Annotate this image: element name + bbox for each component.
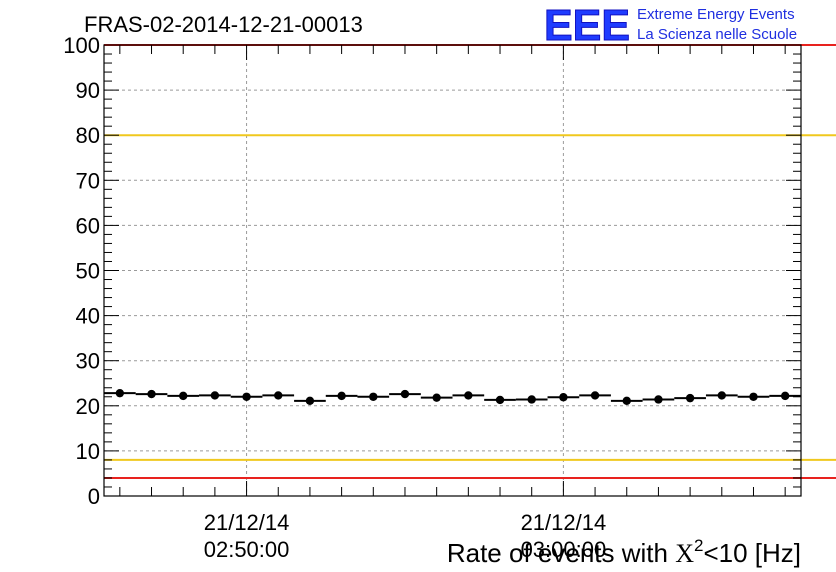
y-tick-label: 40 (76, 304, 100, 329)
data-point (527, 395, 536, 404)
data-point (495, 395, 505, 405)
y-tick-labels: 0 10 20 30 40 50 60 70 80 90 100 (63, 33, 100, 509)
data-point (179, 391, 188, 401)
data-point (115, 388, 125, 398)
data-point (369, 392, 378, 401)
x-tick-date: 21/12/14 (204, 510, 290, 535)
axis-ticks (104, 44, 801, 497)
data-point (780, 391, 790, 401)
y-tick-label: 60 (76, 213, 100, 238)
y-tick-label: 70 (76, 168, 100, 193)
x-tick-time: 02:50:00 (204, 537, 290, 562)
data-point (749, 392, 758, 401)
data-point (432, 393, 441, 402)
data-point (717, 391, 726, 400)
logo-line-1: Extreme Energy Events (637, 6, 795, 23)
data-point (337, 391, 346, 401)
data-point (622, 396, 631, 406)
data-point (242, 392, 251, 401)
x-axis-label: Rate of events with X2<10 [Hz] (447, 536, 801, 568)
y-tick-label: 90 (76, 78, 100, 103)
data-point (685, 393, 695, 403)
y-tick-label: 100 (63, 33, 100, 58)
y-tick-label: 50 (76, 259, 100, 284)
eee-logo-mark: EEE (544, 1, 630, 50)
data-point (400, 389, 410, 399)
x-tick-date: 21/12/14 (521, 510, 607, 535)
y-tick-label: 30 (76, 349, 100, 374)
grid-lines (104, 45, 801, 496)
x-tick-time: 03:00:00 (521, 537, 607, 562)
data-point (210, 391, 220, 400)
y-tick-label: 20 (76, 394, 100, 419)
eee-logo: EEE Extreme Energy Events La Scienza nel… (544, 1, 798, 51)
chart-title: FRAS-02-2014-12-21-00013 (84, 12, 363, 37)
y-tick-label: 80 (76, 123, 100, 148)
data-point (559, 393, 568, 402)
data-point (654, 395, 663, 404)
y-tick-label: 0 (88, 484, 100, 509)
data-point (305, 396, 315, 406)
data-point (274, 391, 283, 400)
reference-lines (104, 44, 836, 479)
logo-line-2: La Scienza nelle Scuole (637, 26, 797, 43)
data-series (104, 388, 801, 406)
data-point (464, 391, 473, 400)
data-point (147, 389, 156, 399)
y-tick-label: 10 (76, 439, 100, 464)
data-point (590, 391, 600, 400)
